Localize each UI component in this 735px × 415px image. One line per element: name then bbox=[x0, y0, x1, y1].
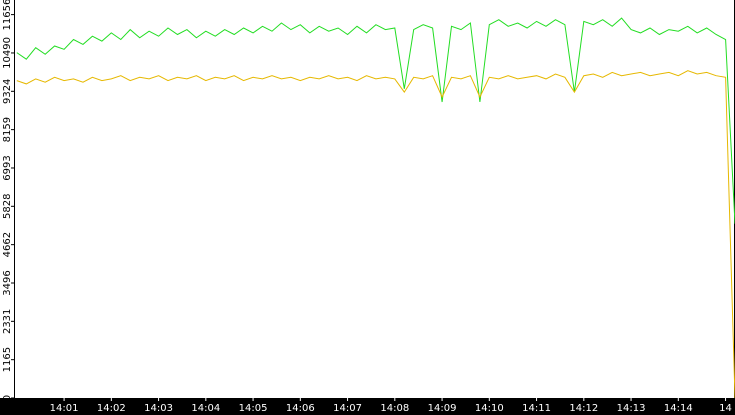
x-tick-label: 14:08 bbox=[380, 403, 409, 414]
x-tick-label: 14:14 bbox=[664, 403, 693, 414]
y-tick-label: 9324 bbox=[2, 79, 13, 104]
y-tick-label: 4662 bbox=[2, 232, 13, 257]
y-tick-label: 6993 bbox=[2, 155, 13, 180]
y-tick-label: 1165 bbox=[2, 347, 13, 372]
y-tick-label: 0 bbox=[2, 395, 13, 401]
series-line bbox=[16, 17, 735, 224]
y-tick-label: 3496 bbox=[2, 270, 13, 295]
x-tick-label: 14:07 bbox=[333, 403, 362, 414]
x-axis-bar bbox=[0, 398, 735, 415]
x-tick-label: 14:09 bbox=[428, 403, 457, 414]
x-tick-label: 14:03 bbox=[144, 403, 173, 414]
x-tick-label: 14:01 bbox=[50, 403, 79, 414]
x-tick-label: 14:11 bbox=[522, 403, 551, 414]
y-tick-label: 5828 bbox=[2, 194, 13, 219]
y-tick-label: 8159 bbox=[2, 117, 13, 142]
x-tick-label: 14:04 bbox=[191, 403, 220, 414]
x-tick-label: 14:12 bbox=[569, 403, 598, 414]
series-line bbox=[16, 70, 735, 399]
x-tick-label: 14:05 bbox=[239, 403, 268, 414]
x-tick-label: 14:02 bbox=[97, 403, 126, 414]
y-tick-label: 10490 bbox=[2, 37, 13, 69]
x-tick-label: 14:13 bbox=[617, 403, 646, 414]
x-tick-label: 14:06 bbox=[286, 403, 315, 414]
x-tick-label: 14 bbox=[719, 403, 732, 414]
y-tick-label: 11656 bbox=[2, 0, 13, 31]
x-tick-label: 14:10 bbox=[475, 403, 504, 414]
y-tick-label: 2331 bbox=[2, 309, 13, 334]
